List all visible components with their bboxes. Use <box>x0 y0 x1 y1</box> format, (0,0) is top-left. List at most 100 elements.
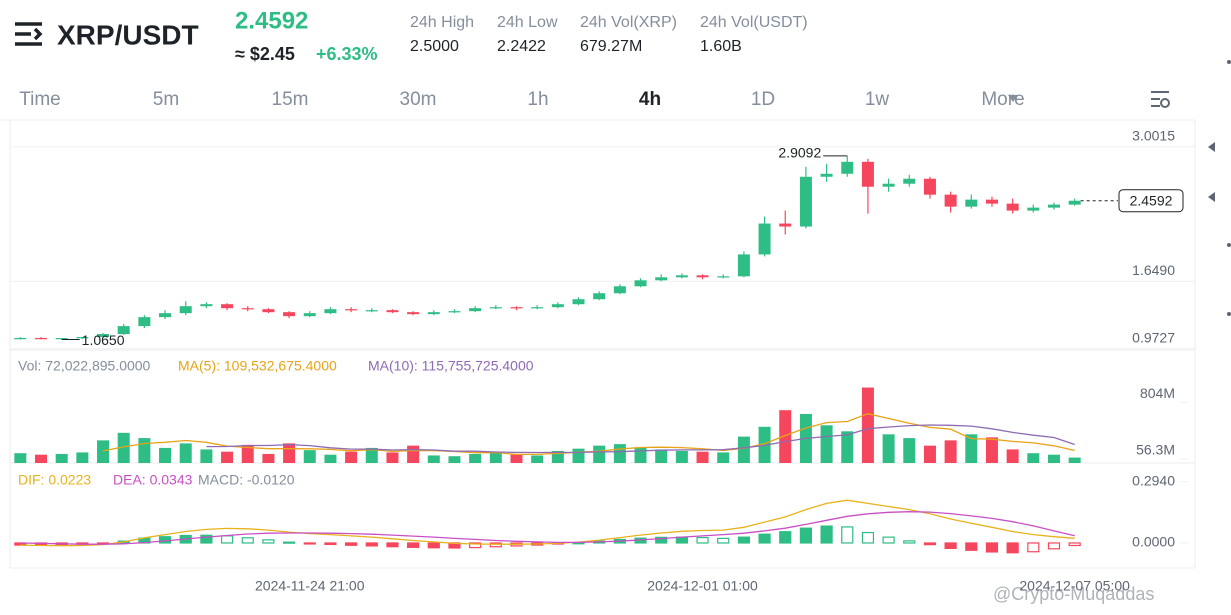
candle-body <box>221 304 234 309</box>
candle-body <box>572 299 585 305</box>
candle-body <box>655 277 668 281</box>
volume-bar <box>1047 454 1060 463</box>
volume-bar <box>841 431 854 463</box>
volume-bar <box>655 449 668 463</box>
volume-bar <box>117 432 130 463</box>
candle-body <box>200 304 213 307</box>
legend-entry: MA(10): 115,755,725.4000 <box>368 358 534 374</box>
macd-bar <box>882 536 895 544</box>
macd-bar <box>841 526 854 544</box>
settings-icon[interactable] <box>1151 91 1170 108</box>
candle-body <box>117 326 130 335</box>
candle-body <box>55 338 68 340</box>
candle-body <box>882 183 895 187</box>
macd-bar <box>696 536 709 544</box>
volume-bar <box>779 410 792 463</box>
volume-bar <box>1027 453 1040 463</box>
candle-body <box>675 275 688 278</box>
macd-bar <box>1047 542 1061 550</box>
x-tick-label: 2024-11-24 21:00 <box>255 578 365 594</box>
candle-body <box>448 311 461 313</box>
volume-bar <box>675 450 688 463</box>
macd-bar <box>1006 542 1019 554</box>
tab[interactable]: Time <box>19 89 61 110</box>
volume-bar <box>634 447 647 463</box>
tab[interactable]: 4h <box>639 89 661 110</box>
tab[interactable]: 1D <box>751 89 775 110</box>
y-tick-label: 0.0000 <box>1132 534 1175 550</box>
volume-bar <box>985 437 998 463</box>
volume-bar <box>510 454 523 463</box>
macd-bar <box>799 527 813 544</box>
volume-bar <box>572 448 585 463</box>
macd-bar <box>944 542 957 549</box>
macd-bar <box>200 534 213 544</box>
tab[interactable]: 1w <box>865 89 890 110</box>
menu-icon[interactable] <box>15 22 43 46</box>
candle-body <box>262 309 275 313</box>
legend-entry: MA(5): 109,532,675.4000 <box>178 358 337 374</box>
candle-body <box>861 161 874 187</box>
candle-body <box>510 307 523 309</box>
volume-bar <box>903 438 916 463</box>
candle-body <box>324 309 337 314</box>
volume-bar <box>159 447 172 463</box>
volume-bar <box>97 440 110 463</box>
candle-body <box>179 306 192 314</box>
candle-body <box>841 161 854 174</box>
macd-bar <box>820 525 833 544</box>
tab[interactable]: 15m <box>272 89 309 110</box>
volume-bar <box>882 434 895 463</box>
volume-bar <box>386 452 399 463</box>
volume-bar <box>283 443 296 463</box>
y-tick-label: 1.6490 <box>1132 262 1175 278</box>
symbol: XRP/USDT <box>57 19 199 50</box>
candle-body <box>1027 207 1040 211</box>
candle-body <box>717 276 730 278</box>
tab[interactable]: More <box>981 89 1024 110</box>
volume-bar <box>55 453 68 463</box>
candle-body <box>427 312 440 315</box>
fiat-price: ≈ $2.45 <box>235 44 295 64</box>
last-price-box <box>1118 189 1184 213</box>
volume-bar <box>138 438 151 463</box>
macd-bar <box>655 536 668 544</box>
volume-bar <box>221 451 234 463</box>
candle-body <box>593 293 606 300</box>
macd-bar <box>489 542 502 548</box>
candle-body <box>634 280 647 287</box>
legend-label: Vol: 72,022,895.0000 <box>18 358 151 374</box>
candle-body <box>551 304 564 308</box>
candle-body <box>944 194 957 207</box>
legend-label: MACD: -0.0120 <box>198 472 295 488</box>
volume-bar <box>35 454 48 463</box>
candle-body <box>965 199 978 207</box>
tab[interactable]: 5m <box>153 89 179 110</box>
tab[interactable]: 1h <box>527 89 548 110</box>
last-price: 2.4592 <box>235 7 308 34</box>
volume-bar <box>696 451 709 463</box>
candle-body <box>903 178 916 184</box>
macd-bar <box>241 537 254 544</box>
candle-body <box>469 308 482 312</box>
volume-bar <box>531 455 544 463</box>
stat-value: 2.2422 <box>497 38 546 55</box>
macd-bar <box>407 542 420 548</box>
stat-label: 24h Vol(USDT) <box>700 14 808 31</box>
volume-bar <box>923 445 936 463</box>
macd-bar <box>758 533 771 544</box>
volume-bar <box>407 445 420 463</box>
macd-bar <box>717 537 730 544</box>
legend-entry: DIF: 0.0223 <box>18 472 91 488</box>
macd-bar <box>262 539 275 544</box>
candle-body <box>345 309 358 311</box>
volume-bar <box>489 451 502 463</box>
tab[interactable]: 30m <box>400 89 437 110</box>
macd-bar <box>469 542 482 549</box>
volume-bar <box>717 452 730 463</box>
volume-bar <box>448 456 461 463</box>
side-controls[interactable] <box>1208 60 1231 316</box>
candle-body <box>1047 204 1060 208</box>
x-tick-label: 2024-12-07 05:00 <box>1019 578 1130 594</box>
series-line <box>20 499 1075 547</box>
